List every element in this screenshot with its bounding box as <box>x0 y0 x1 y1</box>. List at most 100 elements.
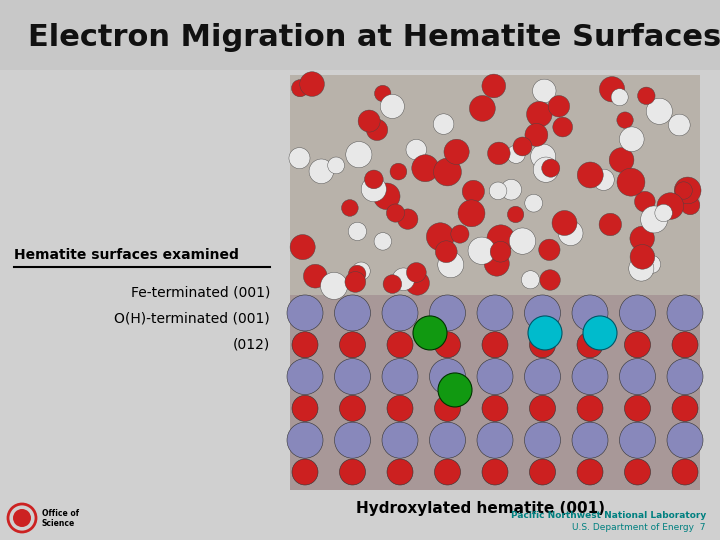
Circle shape <box>345 272 366 292</box>
Circle shape <box>655 204 672 222</box>
Circle shape <box>438 252 464 278</box>
Circle shape <box>430 422 466 458</box>
Circle shape <box>477 359 513 395</box>
Circle shape <box>412 154 438 182</box>
Circle shape <box>634 191 655 212</box>
Circle shape <box>630 245 654 269</box>
Circle shape <box>387 395 413 421</box>
Circle shape <box>328 157 344 174</box>
Circle shape <box>287 295 323 331</box>
Circle shape <box>433 158 462 186</box>
Circle shape <box>672 332 698 358</box>
Text: Pacific Northwest National Laboratory: Pacific Northwest National Laboratory <box>510 511 706 521</box>
Circle shape <box>438 373 472 407</box>
Circle shape <box>348 222 366 240</box>
Circle shape <box>624 395 650 421</box>
Circle shape <box>487 142 510 165</box>
Circle shape <box>287 359 323 395</box>
Circle shape <box>630 226 654 251</box>
Circle shape <box>374 233 392 250</box>
Circle shape <box>364 170 383 189</box>
Circle shape <box>444 139 469 165</box>
Circle shape <box>558 221 583 246</box>
Circle shape <box>482 459 508 485</box>
Bar <box>290 295 700 490</box>
Bar <box>290 75 700 295</box>
Circle shape <box>572 422 608 458</box>
Circle shape <box>434 459 461 485</box>
Circle shape <box>577 459 603 485</box>
Circle shape <box>508 206 524 222</box>
Circle shape <box>490 241 511 262</box>
Circle shape <box>397 209 418 230</box>
Circle shape <box>674 177 701 204</box>
Circle shape <box>583 316 617 350</box>
Circle shape <box>675 182 693 199</box>
Circle shape <box>382 295 418 331</box>
Circle shape <box>539 239 560 260</box>
Circle shape <box>434 395 461 421</box>
Circle shape <box>521 271 539 289</box>
Circle shape <box>572 359 608 395</box>
Circle shape <box>430 359 466 395</box>
Circle shape <box>335 295 371 331</box>
Circle shape <box>638 87 655 105</box>
Circle shape <box>529 395 556 421</box>
Circle shape <box>540 270 560 291</box>
Bar <box>290 75 700 490</box>
Circle shape <box>619 127 644 152</box>
Circle shape <box>387 459 413 485</box>
Circle shape <box>611 89 628 106</box>
Text: U.S. Department of Energy  7: U.S. Department of Energy 7 <box>572 523 706 532</box>
Circle shape <box>13 509 31 527</box>
Circle shape <box>657 193 684 219</box>
Circle shape <box>387 204 405 222</box>
Circle shape <box>346 141 372 168</box>
Circle shape <box>340 459 366 485</box>
Circle shape <box>553 117 572 137</box>
Text: Electron Migration at Hematite Surfaces: Electron Migration at Hematite Surfaces <box>28 24 720 52</box>
Circle shape <box>672 395 698 421</box>
Circle shape <box>577 162 603 188</box>
Circle shape <box>292 332 318 358</box>
Circle shape <box>451 225 469 243</box>
Text: Science: Science <box>42 519 76 529</box>
Circle shape <box>309 159 333 184</box>
Circle shape <box>548 96 570 117</box>
Circle shape <box>531 144 556 169</box>
Text: Fe-terminated (001): Fe-terminated (001) <box>130 285 270 299</box>
Circle shape <box>433 114 454 134</box>
Circle shape <box>619 295 655 331</box>
Text: O(H)-terminated (001): O(H)-terminated (001) <box>114 311 270 325</box>
Circle shape <box>617 112 633 129</box>
Text: Office of: Office of <box>42 510 79 518</box>
Text: Hydroxylated hematite (001): Hydroxylated hematite (001) <box>356 501 605 516</box>
Circle shape <box>383 275 402 293</box>
Circle shape <box>525 194 543 212</box>
Circle shape <box>387 332 413 358</box>
Circle shape <box>619 422 655 458</box>
Circle shape <box>533 79 556 103</box>
Circle shape <box>577 332 603 358</box>
Circle shape <box>436 241 457 262</box>
Circle shape <box>358 110 380 132</box>
Circle shape <box>458 200 485 227</box>
Circle shape <box>340 332 366 358</box>
Circle shape <box>320 272 348 299</box>
Circle shape <box>290 234 315 260</box>
Circle shape <box>642 255 661 273</box>
Circle shape <box>361 177 387 202</box>
Circle shape <box>380 94 405 118</box>
Circle shape <box>641 206 667 233</box>
Circle shape <box>487 225 515 253</box>
Bar <box>0 0 720 70</box>
Circle shape <box>624 332 650 358</box>
Circle shape <box>434 332 461 358</box>
Circle shape <box>667 422 703 458</box>
Circle shape <box>462 180 485 202</box>
Circle shape <box>341 200 358 217</box>
Circle shape <box>303 264 327 288</box>
Circle shape <box>405 271 429 295</box>
Circle shape <box>552 211 577 235</box>
Circle shape <box>617 168 645 196</box>
